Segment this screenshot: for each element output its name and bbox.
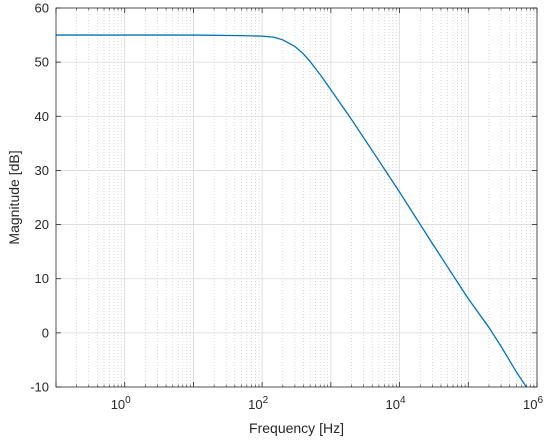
x-tick-exponent: 0 [125,395,131,406]
y-tick-label: 10 [35,271,49,286]
x-tick-base: 10 [111,397,125,412]
y-tick-label: 20 [35,217,49,232]
x-tick-label: 102 [248,395,268,412]
plot-frame [55,7,538,388]
x-tick-labels: 100 102 104 106 [111,395,544,412]
x-tick-exponent: 2 [263,395,269,406]
x-axis-label: Frequency [Hz] [249,420,344,436]
y-axis-label: Magnitude [dB] [6,150,22,244]
y-tick-label: 0 [42,325,49,340]
major-grid [56,8,537,387]
tick-marks [55,7,538,388]
x-tick-base: 10 [248,397,262,412]
x-tick-exponent: 4 [400,395,406,406]
series-line [56,34,528,387]
x-tick-base: 10 [523,397,537,412]
plot-background [56,8,537,387]
y-tick-label: -10 [30,380,49,395]
x-tick-base: 10 [386,397,400,412]
x-tick-label: 106 [523,395,543,412]
y-tick-label: 30 [35,163,49,178]
y-tick-label: 50 [35,55,49,70]
x-tick-label: 100 [111,395,131,412]
x-tick-label: 104 [386,395,406,412]
y-tick-label: 40 [35,109,49,124]
y-tick-label: 60 [35,1,49,16]
minor-grid [76,8,535,387]
y-tick-labels: 60 50 40 30 20 10 0 -10 [30,1,49,395]
x-tick-exponent: 6 [537,395,543,406]
series-layer [56,34,528,387]
